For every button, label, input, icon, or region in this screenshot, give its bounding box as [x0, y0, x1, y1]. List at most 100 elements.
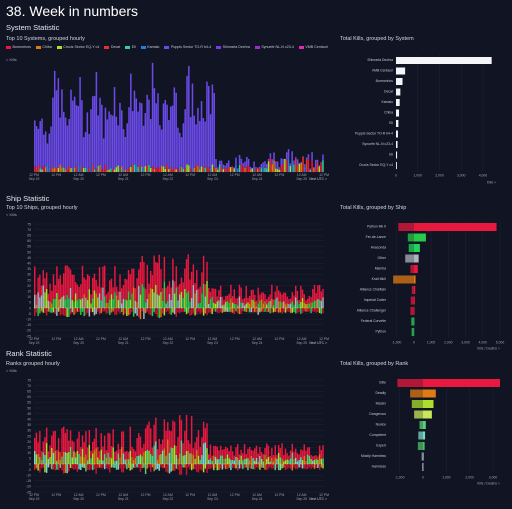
bar-segment [49, 456, 51, 464]
bar-segment [275, 161, 277, 169]
bar-segment [153, 168, 156, 172]
bar-segment [248, 460, 251, 464]
bar-segment [250, 464, 253, 469]
bar-segment [211, 455, 213, 461]
legend-label: Shinrarta Dezhra [222, 45, 250, 49]
legend-item[interactable]: Crucis Sector EQ-Y c4 [56, 45, 99, 49]
bar-segment [39, 274, 41, 298]
bar-segment [80, 299, 82, 308]
bar-segment [260, 164, 263, 169]
bar-segment [131, 268, 133, 294]
y-unit-ranks: < Kills [6, 368, 17, 373]
bar-segment [312, 288, 314, 303]
bar-segment [286, 303, 288, 308]
bar-segment [110, 458, 113, 464]
bar-kills [423, 389, 436, 398]
bar-kills [413, 296, 415, 305]
bar-segment [255, 464, 258, 468]
bar-segment [262, 308, 265, 313]
bar-segment [124, 459, 126, 464]
bar-segment [115, 464, 118, 470]
bar-segment [81, 308, 84, 312]
bar-segment [235, 464, 237, 469]
bar-segment [170, 464, 172, 472]
bar-segment [115, 460, 118, 464]
bar-segment [284, 308, 287, 313]
legend-item[interactable]: Shinrarta Dezhra [216, 45, 250, 49]
legend-item[interactable]: Bormorinos [6, 45, 31, 49]
bar-segment [83, 294, 85, 308]
bar-segment [231, 296, 234, 303]
bar-segment [156, 459, 159, 464]
bar-segment [112, 464, 114, 468]
bar-segment [98, 293, 101, 308]
bar-segment [259, 300, 261, 308]
bar-segment [187, 450, 189, 464]
time-tick-label: 12 AM [163, 173, 173, 177]
bar-segment [276, 297, 278, 308]
legend-item[interactable]: Decat [104, 45, 120, 49]
bar-segment [83, 457, 85, 464]
bar-segment [260, 464, 263, 468]
bar-segment [206, 448, 208, 464]
bar-segment [202, 464, 205, 473]
bar-segment [173, 167, 176, 172]
bar-segment [204, 296, 207, 308]
bar-segment [139, 436, 142, 455]
bar-segment [119, 274, 121, 292]
legend-item[interactable]: Puppis Sector TO-R b4-4 [164, 45, 211, 49]
bar-segment [179, 294, 181, 308]
bar-segment [298, 300, 300, 305]
bar-segment [42, 441, 44, 453]
legend-item[interactable]: Kamalo [140, 45, 159, 49]
bar-segment [272, 299, 275, 306]
bar-segment [85, 431, 87, 455]
bar-segment [114, 460, 116, 464]
bar-segment [138, 433, 140, 456]
bar-segment [248, 295, 251, 304]
bar-segment [216, 301, 218, 308]
bar-segment [168, 464, 171, 474]
bar-segment [88, 444, 91, 464]
bar-segment [141, 447, 143, 457]
bar-segment [313, 284, 316, 301]
bar-segment [285, 159, 288, 172]
bar-segment [266, 163, 268, 169]
bar-segment [69, 287, 72, 308]
bar-segment [34, 266, 36, 295]
legend-item[interactable]: Chiba [35, 45, 52, 49]
bar-segment [204, 121, 206, 168]
bar-segment [317, 464, 319, 468]
x-axis-unit: Next UTC > [309, 341, 327, 345]
bar-segment [110, 168, 112, 172]
bar-segment [54, 464, 56, 471]
bar-segment [267, 296, 270, 303]
bar-segment [56, 266, 58, 293]
bar-segment [276, 161, 279, 170]
bar-segment [177, 458, 179, 464]
bar-segment [41, 169, 43, 172]
bar-segment [219, 308, 222, 313]
bar-deaths [397, 379, 423, 387]
bar-segment [213, 464, 215, 471]
bar-segment [245, 458, 247, 464]
bar-segment [279, 308, 282, 313]
bar-segment [64, 299, 67, 308]
bar-kills [413, 254, 419, 263]
legend-label: Puppis Sector TO-R b4-4 [170, 45, 212, 49]
time-tick-label: 12 AM [297, 493, 307, 497]
legend-item[interactable]: Synuefe NL-N c23-4 [254, 45, 294, 49]
bar-segment [71, 440, 73, 458]
bar-segment [55, 90, 58, 169]
bar-segment [92, 298, 94, 308]
bar-segment [267, 158, 270, 162]
bar-segment [177, 286, 179, 301]
legend-item[interactable]: VMB Centauri [298, 45, 328, 49]
bar-segment [279, 448, 282, 458]
bar-segment [278, 167, 281, 170]
bar-segment [211, 460, 213, 464]
bar-segment [71, 464, 73, 469]
bar-segment [144, 166, 147, 172]
legend-item[interactable]: Eli [125, 45, 136, 49]
